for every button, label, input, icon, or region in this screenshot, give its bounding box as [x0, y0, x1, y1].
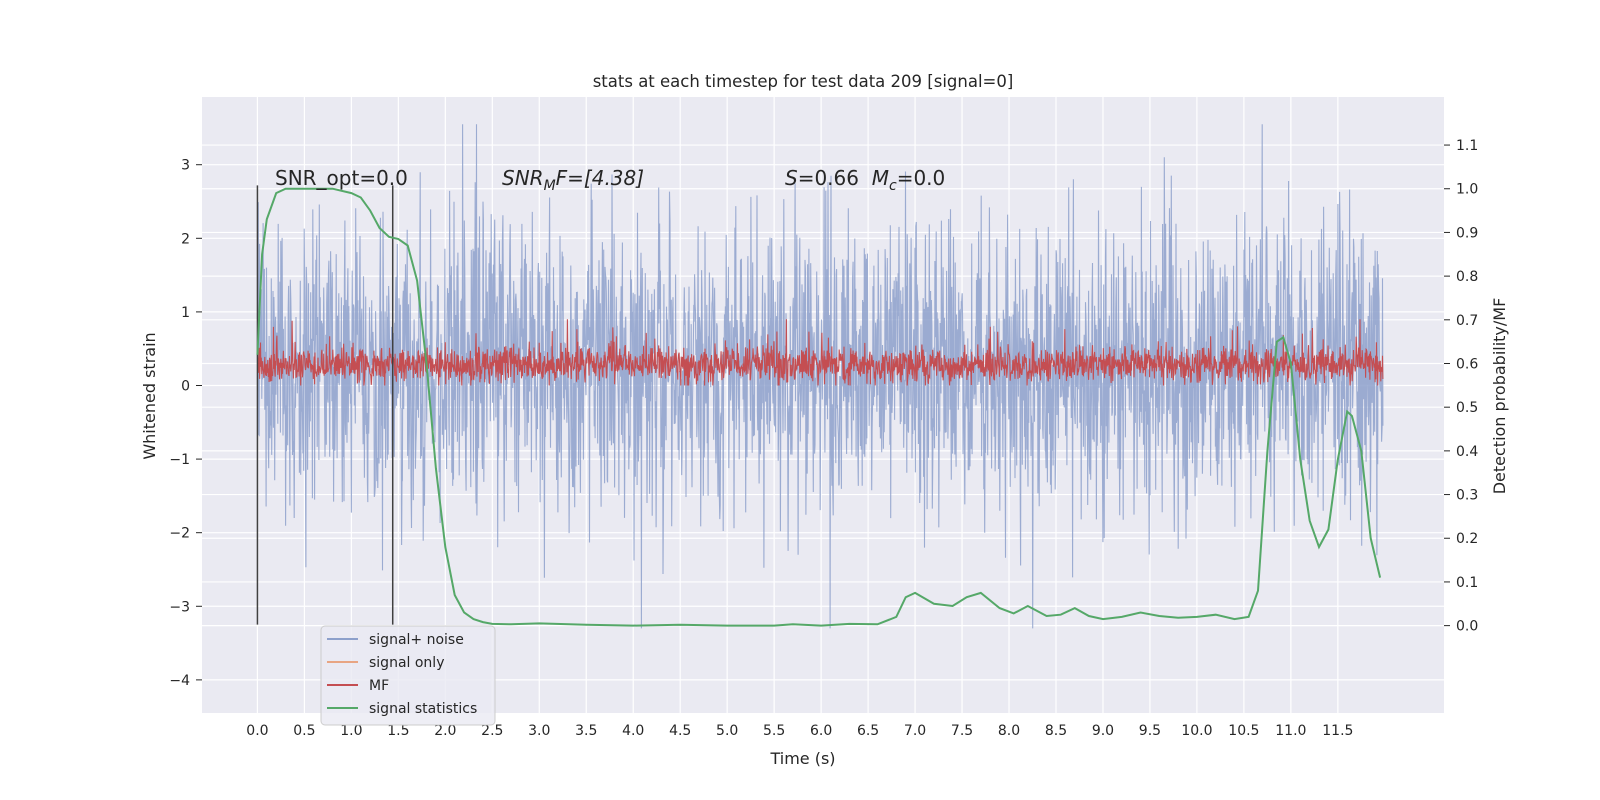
- y-right-tick-label: 0.6: [1456, 356, 1478, 372]
- x-tick-label: 4.5: [669, 723, 691, 739]
- y-axis-ticks: 3 2 1 0 −1 −2 −3 −4: [169, 158, 202, 689]
- x-tick-label: 10.0: [1181, 723, 1212, 739]
- annotation-s-mc: S=0.66 Mc=0.0: [785, 166, 945, 194]
- annotation-snr-mf: SNRMF=[4.38]: [502, 166, 644, 194]
- annotation-snr-opt: SNR_opt=0.0: [275, 166, 408, 190]
- x-tick-label: 2.0: [434, 723, 456, 739]
- x-tick-label: 11.5: [1322, 723, 1353, 739]
- x-tick-label: 8.5: [1045, 723, 1067, 739]
- y-tick-label: −3: [169, 599, 190, 615]
- mf-line: [256, 319, 1384, 386]
- x-tick-label: 8.0: [998, 723, 1020, 739]
- y-right-tick-label: 0.9: [1456, 225, 1478, 241]
- x-tick-label: 2.5: [481, 723, 503, 739]
- y-right-tick-label: 0.4: [1456, 444, 1478, 460]
- legend-box: [320, 625, 496, 726]
- y-right-tick-label: 0.5: [1456, 400, 1478, 416]
- y-tick-label: 1: [181, 305, 190, 321]
- x-tick-label: 0.5: [293, 723, 315, 739]
- x-tick-label: 5.0: [716, 723, 738, 739]
- legend-label-mf: MF: [369, 678, 389, 694]
- x-tick-label: 7.0: [904, 723, 926, 739]
- x-axis-ticks: 0.0 0.5 1.0 1.5 2.0 2.5 3.0 3.5 4.0 4.5 5.0 5.5 6.0 6…: [246, 723, 1353, 739]
- x-axis-label: Time (s): [769, 749, 835, 768]
- signal-statistics-line: [256, 187, 1382, 627]
- y-right-tick-label: 0.2: [1456, 531, 1478, 547]
- y-right-tick-label: 0.8: [1456, 269, 1478, 285]
- legend-label-signal-noise: signal+ noise: [369, 632, 464, 648]
- signal-noise-line: [256, 124, 1384, 629]
- signal-statistics-series: [256, 187, 1382, 627]
- y-tick-label: −4: [169, 673, 190, 689]
- y-right-tick-label: 0.7: [1456, 313, 1478, 329]
- signal-noise-series: [256, 124, 1384, 629]
- vertical-markers: [256, 185, 394, 625]
- legend-label-signal-statistics: signal statistics: [369, 701, 477, 717]
- y-right-tick-label: 0.1: [1456, 575, 1478, 591]
- x-tick-label: 10.5: [1228, 723, 1259, 739]
- y-tick-label: −2: [169, 526, 190, 542]
- x-tick-label: 1.5: [387, 723, 409, 739]
- x-tick-label: 1.0: [340, 723, 362, 739]
- x-tick-label: 4.0: [622, 723, 644, 739]
- mf-series: [256, 319, 1384, 386]
- x-tick-label: 6.5: [857, 723, 879, 739]
- x-tick-label: 6.0: [810, 723, 832, 739]
- y-right-axis-ticks: 1.1 1.0 0.9 0.8 0.7 0.6 0.5 0.4 0.3 0.2 0.1 0.0: [1444, 138, 1478, 635]
- y-right-axis-label: Detection probability/MF: [1490, 298, 1509, 495]
- y-tick-label: 0: [181, 378, 190, 394]
- x-tick-label: 9.5: [1139, 723, 1161, 739]
- y-right-tick-label: 1.1: [1456, 138, 1478, 154]
- y-right-tick-label: 1.0: [1456, 182, 1478, 198]
- x-tick-label: 5.5: [763, 723, 785, 739]
- x-tick-label: 7.5: [951, 723, 973, 739]
- legend: signal+ noise signal only MF signal stat…: [320, 625, 496, 726]
- y-axis-label: Whitened strain: [140, 332, 159, 459]
- y-tick-label: 3: [181, 158, 190, 174]
- y-right-tick-label: 0.3: [1456, 488, 1478, 504]
- x-tick-label: 3.0: [528, 723, 550, 739]
- x-tick-label: 9.0: [1092, 723, 1114, 739]
- chart-title: stats at each timestep for test data 209…: [593, 72, 1014, 91]
- x-tick-label: 0.0: [246, 723, 268, 739]
- y-right-tick-label: 0.0: [1456, 619, 1478, 635]
- x-tick-label: 3.5: [575, 723, 597, 739]
- y-tick-label: −1: [169, 452, 190, 468]
- legend-label-signal-only: signal only: [369, 655, 444, 671]
- x-tick-label: 11.0: [1275, 723, 1306, 739]
- y-tick-label: 2: [181, 231, 190, 247]
